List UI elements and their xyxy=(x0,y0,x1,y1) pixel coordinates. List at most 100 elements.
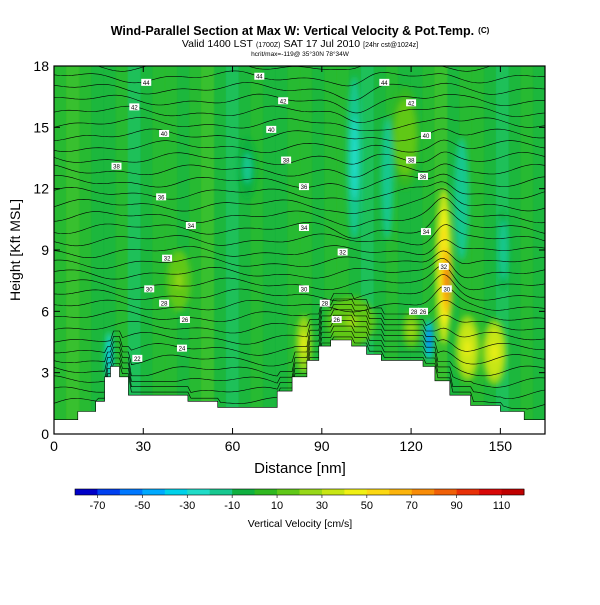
background-band xyxy=(66,66,80,434)
isentrope-label-box xyxy=(185,221,196,229)
isentrope-label-box xyxy=(129,103,140,111)
isentrope-label-text: 30 xyxy=(301,287,308,293)
colorbar-swatch xyxy=(411,489,435,495)
isentrope-label: 26 xyxy=(179,316,190,324)
isentrope-label-box xyxy=(156,193,167,201)
isentrope-label-box xyxy=(441,285,452,293)
isentrope-label-text: 38 xyxy=(283,159,290,165)
background-band xyxy=(78,66,92,434)
colorbar-swatch xyxy=(321,489,345,495)
downdraft-cell xyxy=(245,160,250,176)
isentrope-label: 42 xyxy=(129,103,140,111)
downdraft-cell xyxy=(352,137,357,179)
isentrope-label: 32 xyxy=(438,262,449,271)
x-tick-label: 90 xyxy=(314,438,330,454)
downdraft-cell xyxy=(427,334,430,346)
isentrope-label: 30 xyxy=(144,285,155,293)
updraft-cell xyxy=(408,325,414,335)
colorbar-tick-label: -10 xyxy=(224,500,240,512)
isentrope-label-text: 34 xyxy=(188,224,195,230)
background-band xyxy=(213,66,227,434)
colorbar-swatch xyxy=(456,489,480,495)
isentrope-label: 24 xyxy=(176,344,187,353)
isentrope-label-box xyxy=(406,156,417,164)
updraft-cell xyxy=(464,339,471,357)
isentrope-label-text: 28 xyxy=(411,310,418,316)
chart-title: Wind-Parallel Section at Max W: Vertical… xyxy=(111,24,490,38)
isentrope-label-text: 44 xyxy=(256,75,263,81)
isentrope-label-box xyxy=(298,285,309,293)
isentrope-label: 34 xyxy=(420,228,431,236)
isentrope xyxy=(54,285,545,313)
isentrope-label: 34 xyxy=(185,221,196,230)
isentrope-label: 36 xyxy=(417,172,428,181)
colorbar-swatch xyxy=(254,489,278,495)
colorbar-label: Vertical Velocity [cm/s] xyxy=(248,518,353,530)
colorbar-swatch xyxy=(97,489,121,495)
isentrope-label-box xyxy=(266,125,277,133)
isentrope-label-text: 44 xyxy=(381,81,388,87)
colorbar-swatch xyxy=(119,489,143,495)
location-subline: hcrit/max=-119@ 35°30N 78°34W xyxy=(251,50,350,58)
background-band xyxy=(262,66,276,434)
y-tick-label: 15 xyxy=(33,119,49,135)
x-tick-label: 30 xyxy=(135,438,151,454)
isentrope-label-box xyxy=(337,248,348,256)
isentrope-label-text: 34 xyxy=(423,230,430,236)
background-band xyxy=(225,66,240,434)
isentrope-label-text: 30 xyxy=(443,287,450,293)
colorbar-tick-label: 50 xyxy=(361,500,373,512)
isentrope-label-box xyxy=(331,316,342,324)
colorbar-tick-label: -70 xyxy=(89,500,105,512)
isentrope xyxy=(54,188,545,214)
isentrope-label-text: 36 xyxy=(301,185,308,191)
colorbar-tick-label: 30 xyxy=(316,500,328,512)
updraft-cell xyxy=(345,315,358,328)
isentrope-label-box xyxy=(420,132,431,140)
background-band xyxy=(238,66,252,434)
isentrope-label: 36 xyxy=(156,193,167,201)
isentrope-label: 26 xyxy=(417,307,428,316)
background-band xyxy=(164,66,178,434)
isentrope-label-text: 32 xyxy=(164,257,171,263)
isentrope xyxy=(54,258,545,280)
colorbar-tick-label: 90 xyxy=(451,500,463,512)
background-band xyxy=(520,66,534,434)
isentrope-label: 42 xyxy=(278,97,289,105)
isentrope-label-text: 30 xyxy=(146,287,153,293)
terrain-mask xyxy=(54,339,545,434)
updraft-cell xyxy=(401,124,409,151)
background-band xyxy=(471,66,485,434)
colorbar-swatch xyxy=(389,489,413,495)
isentrope-label-box xyxy=(281,156,292,164)
isentrope-label: 30 xyxy=(441,285,452,293)
isentrope-label-text: 28 xyxy=(161,302,168,308)
isentrope-label-text: 40 xyxy=(423,134,430,140)
isentrope xyxy=(54,304,545,345)
updraft-cell xyxy=(491,344,498,361)
isentrope xyxy=(54,298,545,334)
colorbar-swatch xyxy=(209,489,233,495)
isentrope-label-box xyxy=(379,78,390,86)
isentrope-label-text: 22 xyxy=(134,357,141,363)
background-band xyxy=(532,66,545,434)
isentrope-label: 30 xyxy=(298,285,309,293)
colorbar-frame xyxy=(74,488,525,496)
y-axis-label: Height [Kft MSL] xyxy=(7,199,23,301)
y-tick-label: 0 xyxy=(41,426,49,442)
isentrope-label-box xyxy=(298,183,309,191)
isentrope xyxy=(54,151,545,165)
isentrope-label: 44 xyxy=(254,72,265,81)
background-band xyxy=(176,66,191,434)
isentrope-label-text: 34 xyxy=(301,226,308,232)
isentrope-label-box xyxy=(141,78,152,86)
isentrope xyxy=(54,309,545,356)
isentrope-label: 36 xyxy=(298,183,309,191)
background-band xyxy=(274,66,289,434)
background-band xyxy=(90,66,105,434)
isentrope-label-text: 26 xyxy=(333,318,340,324)
isentrope-label-text: 28 xyxy=(321,302,328,308)
isentrope xyxy=(54,209,545,239)
